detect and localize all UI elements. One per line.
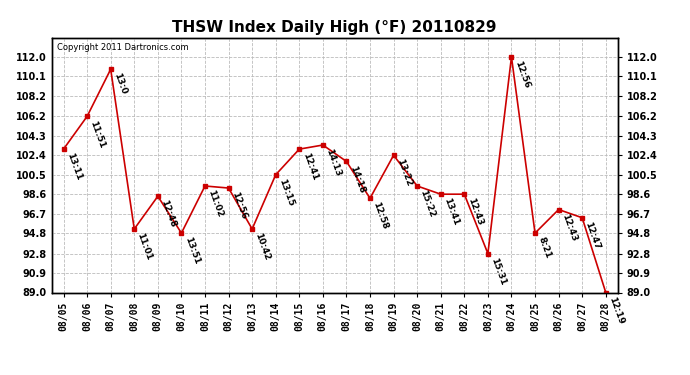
Text: 14:18: 14:18: [348, 164, 366, 194]
Text: 12:41: 12:41: [301, 152, 319, 182]
Text: 12:56: 12:56: [513, 60, 531, 90]
Text: Copyright 2011 Dartronics.com: Copyright 2011 Dartronics.com: [57, 43, 189, 52]
Text: 8:21: 8:21: [536, 236, 553, 260]
Text: 15:22: 15:22: [419, 189, 437, 219]
Text: 12:43: 12:43: [466, 197, 484, 227]
Text: 15:31: 15:31: [489, 256, 508, 286]
Title: THSW Index Daily High (°F) 20110829: THSW Index Daily High (°F) 20110829: [172, 20, 497, 35]
Text: 13:11: 13:11: [65, 152, 83, 182]
Text: 12:19: 12:19: [607, 295, 625, 326]
Text: 11:01: 11:01: [136, 232, 154, 262]
Text: 10:42: 10:42: [253, 232, 272, 262]
Text: 13:0: 13:0: [112, 72, 128, 96]
Text: 13:51: 13:51: [183, 236, 201, 266]
Text: 11:02: 11:02: [206, 189, 224, 219]
Text: 12:43: 12:43: [560, 212, 578, 242]
Text: 12:58: 12:58: [371, 201, 390, 231]
Text: 12:56: 12:56: [230, 191, 248, 221]
Text: 11:51: 11:51: [88, 119, 107, 149]
Text: 12:48: 12:48: [159, 199, 177, 229]
Text: 14:13: 14:13: [324, 148, 342, 178]
Text: 12:47: 12:47: [584, 220, 602, 251]
Text: 13:41: 13:41: [442, 197, 460, 227]
Text: 13:22: 13:22: [395, 158, 413, 188]
Text: 13:15: 13:15: [277, 177, 295, 207]
